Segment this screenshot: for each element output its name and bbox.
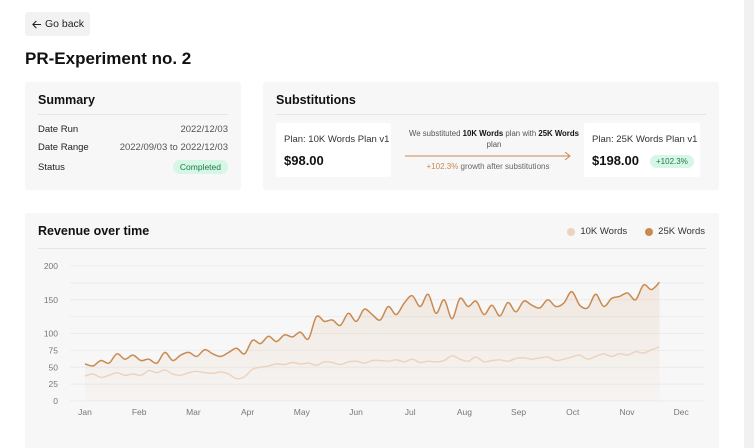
go-back-label: Go back — [44, 18, 85, 30]
substitutions-title: Substitutions — [276, 93, 356, 107]
date-range-label: Date Range — [38, 141, 89, 153]
substitution-text-prefix: We substituted — [409, 129, 461, 138]
date-run-value: 2022/12/03 — [180, 123, 228, 135]
revenue-chart: 0 25 50 75 100 150 200 Jan Feb Mar Apr May Jun Jul Aug… — [44, 261, 705, 417]
x-tick-label: Sep — [511, 407, 526, 417]
arrow-left-icon — [32, 20, 42, 28]
series-line-10k-words — [84, 346, 660, 380]
revenue-chart-title: Revenue over time — [38, 224, 150, 238]
summary-row-date-run: Date Run 2022/12/03 — [38, 122, 228, 136]
legend-dot-10k — [567, 227, 576, 236]
status-label: Status — [38, 161, 65, 173]
x-tick-label: Jul — [405, 407, 416, 417]
x-tick-label: Nov — [619, 407, 635, 417]
summary-row-status: Status Completed — [38, 160, 228, 174]
summary-title: Summary — [38, 93, 95, 107]
to-plan-name: Plan: 25K Words Plan v1 — [592, 134, 698, 145]
revenue-card: Revenue over time 10K Words 25K Words 0 2… — [25, 213, 719, 448]
summary-divider — [38, 114, 228, 115]
page-title: PR-Experiment no. 2 — [25, 49, 192, 68]
y-tick-label: 25 — [49, 379, 59, 389]
legend-label-25k: 25K Words — [658, 226, 705, 237]
legend-label-10k: 10K Words — [580, 226, 628, 237]
to-plan-price: $198.00 — [592, 153, 639, 168]
x-tick-label: Aug — [457, 407, 472, 417]
x-tick-label: Oct — [566, 407, 580, 417]
x-tick-label: Dec — [674, 407, 690, 417]
to-plan-growth-badge: +102.3% — [650, 155, 694, 168]
substitution-text-suffix: plan — [486, 140, 502, 149]
substitutions-divider — [276, 114, 706, 115]
x-tick-label: May — [294, 407, 311, 417]
series-line-25k-words — [84, 281, 661, 367]
to-plan-box: Plan: 25K Words Plan v1 $198.00 +102.3% — [584, 123, 700, 177]
legend-item-25k[interactable]: 25K Words — [645, 226, 705, 237]
from-plan-name: Plan: 10K Words Plan v1 — [284, 134, 390, 145]
date-range-value: 2022/09/03 to 2022/12/03 — [119, 141, 228, 153]
growth-text: growth after substitutions — [460, 162, 550, 171]
substitution-arrow-icon — [405, 151, 571, 161]
series-area-25k-words — [85, 282, 660, 401]
x-tick-label: Apr — [241, 407, 254, 417]
substitutions-card: Substitutions Plan: 10K Words Plan v1 $9… — [263, 82, 719, 190]
substitution-to-name: 25K Words — [538, 129, 579, 138]
from-plan-price: $98.00 — [284, 153, 324, 168]
growth-percent: +102.3% — [426, 162, 459, 171]
legend-item-10k[interactable]: 10K Words — [567, 226, 627, 237]
y-tick-label: 50 — [49, 362, 59, 372]
x-tick-label: Jan — [78, 407, 92, 417]
y-tick-label: 100 — [44, 329, 58, 339]
page-scrollbar[interactable] — [744, 0, 754, 448]
y-tick-label: 200 — [44, 261, 58, 271]
x-tick-label: Mar — [186, 407, 201, 417]
revenue-divider — [38, 248, 706, 249]
substitution-description: We substituted 10K Words plan with 25K W… — [409, 128, 579, 150]
x-tick-label: Jun — [349, 407, 363, 417]
summary-row-date-range: Date Range 2022/09/03 to 2022/12/03 — [38, 140, 228, 154]
growth-summary: +102.3% growth after substitutions — [403, 162, 573, 171]
substitution-text-mid: plan with — [505, 129, 537, 138]
status-badge: Completed — [172, 160, 228, 174]
go-back-button[interactable]: Go back — [25, 12, 90, 36]
y-tick-label: 75 — [49, 345, 59, 355]
y-tick-label: 0 — [53, 396, 58, 406]
substitution-from-name: 10K Words — [462, 129, 504, 138]
summary-card: Summary Date Run 2022/12/03 Date Range 2… — [25, 82, 241, 190]
date-run-label: Date Run — [38, 123, 79, 135]
y-tick-label: 150 — [44, 295, 58, 305]
legend-dot-25k — [645, 227, 654, 236]
from-plan-box: Plan: 10K Words Plan v1 $98.00 — [276, 123, 391, 177]
chart-legend: 10K Words 25K Words — [567, 226, 705, 237]
x-tick-label: Feb — [132, 407, 147, 417]
